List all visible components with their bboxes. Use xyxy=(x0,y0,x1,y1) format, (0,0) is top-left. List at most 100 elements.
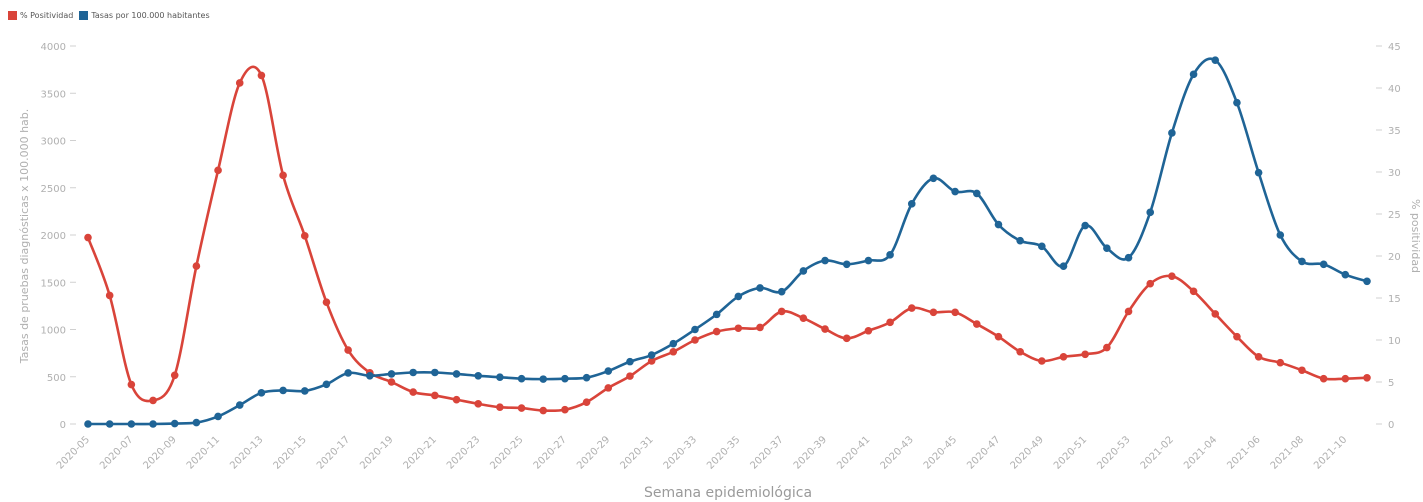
data-point[interactable] xyxy=(691,336,699,344)
data-point[interactable] xyxy=(929,308,938,317)
data-point[interactable] xyxy=(777,307,786,316)
data-point[interactable] xyxy=(994,220,1003,229)
data-point[interactable] xyxy=(474,372,483,380)
data-point[interactable] xyxy=(279,171,287,180)
data-point[interactable] xyxy=(127,420,136,428)
data-point[interactable] xyxy=(1254,353,1263,361)
data-point[interactable] xyxy=(1341,374,1350,383)
data-point[interactable] xyxy=(1016,236,1024,245)
data-point[interactable] xyxy=(496,373,504,382)
data-point[interactable] xyxy=(1254,168,1263,177)
data-point[interactable] xyxy=(1124,307,1133,316)
data-point[interactable] xyxy=(756,284,764,292)
data-point[interactable] xyxy=(496,403,504,412)
data-point[interactable] xyxy=(821,325,829,333)
data-point[interactable] xyxy=(1341,270,1350,279)
data-point[interactable] xyxy=(972,189,981,198)
data-point[interactable] xyxy=(799,314,808,322)
data-point[interactable] xyxy=(561,405,569,414)
data-point[interactable] xyxy=(235,79,244,87)
data-point[interactable] xyxy=(300,232,309,240)
data-point[interactable] xyxy=(452,395,461,404)
data-point[interactable] xyxy=(1103,343,1111,352)
data-point[interactable] xyxy=(431,391,439,400)
data-point[interactable] xyxy=(300,387,309,395)
data-point[interactable] xyxy=(192,418,201,427)
data-point[interactable] xyxy=(235,401,244,409)
data-point[interactable] xyxy=(1276,358,1285,367)
data-point[interactable] xyxy=(409,388,417,396)
data-point[interactable] xyxy=(1189,70,1198,79)
data-point[interactable] xyxy=(842,260,851,269)
data-point[interactable] xyxy=(929,174,938,183)
data-point[interactable] xyxy=(669,339,678,348)
data-point[interactable] xyxy=(712,310,721,319)
data-point[interactable] xyxy=(799,267,808,275)
data-point[interactable] xyxy=(756,323,764,332)
data-point[interactable] xyxy=(170,419,179,428)
data-point[interactable] xyxy=(1211,56,1220,64)
data-point[interactable] xyxy=(257,389,266,397)
data-point[interactable] xyxy=(1016,347,1024,356)
data-point[interactable] xyxy=(1319,260,1328,269)
data-point[interactable] xyxy=(170,371,179,380)
data-point[interactable] xyxy=(582,398,591,406)
data-point[interactable] xyxy=(777,287,786,296)
data-point[interactable] xyxy=(907,200,916,208)
data-point[interactable] xyxy=(1211,310,1220,318)
data-point[interactable] xyxy=(474,400,483,408)
data-point[interactable] xyxy=(647,357,656,365)
data-point[interactable] xyxy=(149,396,157,405)
data-point[interactable] xyxy=(734,292,743,301)
data-point[interactable] xyxy=(517,374,526,383)
data-point[interactable] xyxy=(1103,244,1111,253)
data-point[interactable] xyxy=(864,256,873,265)
data-point[interactable] xyxy=(604,384,613,392)
data-point[interactable] xyxy=(886,251,894,259)
data-point[interactable] xyxy=(431,368,439,377)
data-point[interactable] xyxy=(604,367,613,375)
data-point[interactable] xyxy=(582,373,591,382)
data-point[interactable] xyxy=(1298,366,1306,375)
data-point[interactable] xyxy=(734,324,743,333)
data-point[interactable] xyxy=(1233,98,1241,107)
data-point[interactable] xyxy=(691,325,699,334)
data-point[interactable] xyxy=(669,347,678,356)
data-point[interactable] xyxy=(994,332,1003,341)
data-point[interactable] xyxy=(1038,242,1046,251)
data-point[interactable] xyxy=(1168,129,1176,137)
data-point[interactable] xyxy=(626,372,634,380)
data-point[interactable] xyxy=(149,420,157,428)
data-point[interactable] xyxy=(561,374,569,383)
data-point[interactable] xyxy=(1081,350,1089,359)
data-point[interactable] xyxy=(214,412,222,421)
data-point[interactable] xyxy=(105,291,114,300)
data-point[interactable] xyxy=(864,326,873,335)
data-point[interactable] xyxy=(1363,374,1371,382)
data-point[interactable] xyxy=(1059,353,1068,361)
data-point[interactable] xyxy=(1233,332,1241,341)
data-point[interactable] xyxy=(539,375,548,383)
data-point[interactable] xyxy=(387,378,396,386)
data-point[interactable] xyxy=(1168,272,1176,280)
data-point[interactable] xyxy=(1124,253,1133,262)
data-point[interactable] xyxy=(344,346,352,354)
data-point[interactable] xyxy=(279,386,287,395)
data-point[interactable] xyxy=(214,166,222,175)
data-point[interactable] xyxy=(1038,357,1046,365)
legend-item-positividad[interactable]: % Positividad xyxy=(8,11,73,20)
data-point[interactable] xyxy=(366,372,374,380)
data-point[interactable] xyxy=(951,187,959,196)
data-point[interactable] xyxy=(842,334,851,343)
data-point[interactable] xyxy=(1298,257,1306,266)
data-point[interactable] xyxy=(84,233,92,242)
data-point[interactable] xyxy=(647,351,656,359)
data-point[interactable] xyxy=(1276,231,1285,239)
data-point[interactable] xyxy=(712,327,721,336)
data-point[interactable] xyxy=(539,406,548,415)
data-point[interactable] xyxy=(344,369,352,377)
data-point[interactable] xyxy=(192,262,201,270)
data-point[interactable] xyxy=(951,308,959,317)
legend-item-tasas[interactable]: Tasas por 100.000 habitantes xyxy=(79,11,210,20)
data-point[interactable] xyxy=(821,256,829,265)
